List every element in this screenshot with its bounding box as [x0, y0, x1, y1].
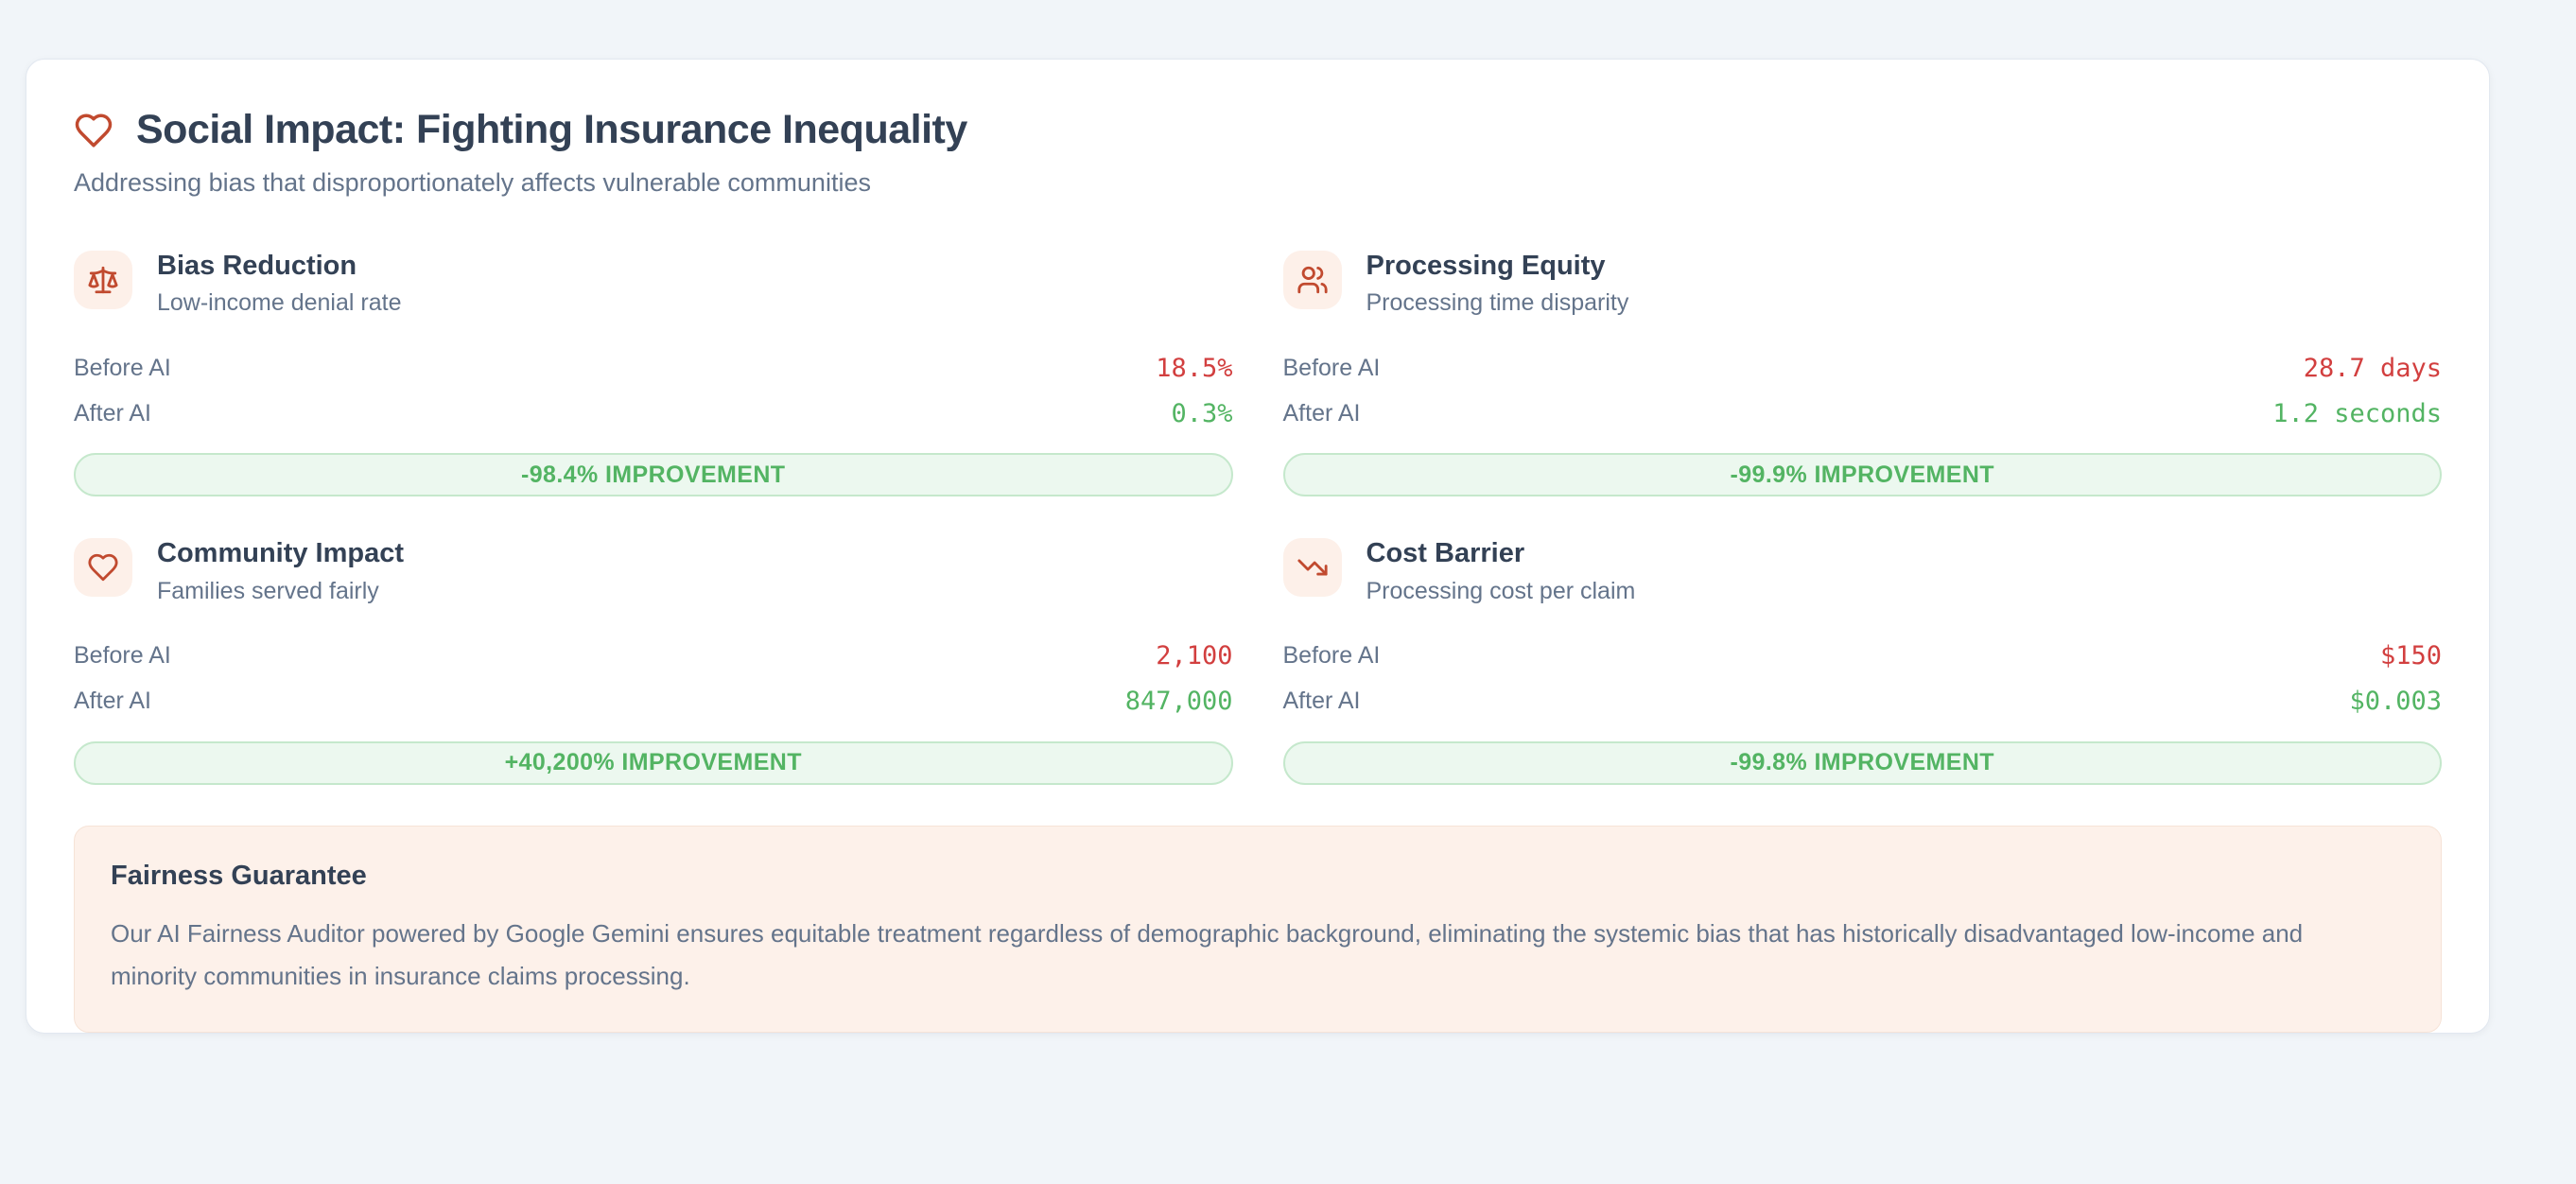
- fairness-title: Fairness Guarantee: [111, 860, 367, 891]
- before-ai-value: 2,100: [1156, 641, 1233, 671]
- improvement-badge: -99.9% IMPROVEMENT: [1282, 453, 2442, 497]
- trending-down-icon: [1282, 538, 1342, 598]
- metrics-grid: Bias Reduction Low-income denial rate Be…: [74, 251, 2442, 785]
- metric-title: Community Impact: [157, 538, 405, 569]
- before-ai-label: Before AI: [74, 354, 171, 381]
- metric-card-processing-equity: Processing Equity Processing time dispar…: [1282, 251, 2443, 497]
- fairness-guarantee-panel: Fairness Guarantee Our AI Fairness Audit…: [74, 825, 2442, 1033]
- after-ai-label: After AI: [74, 399, 151, 427]
- before-ai-row: Before AI 2,100: [74, 634, 1233, 679]
- metric-card-cost-barrier: Cost Barrier Processing cost per claim B…: [1282, 538, 2443, 785]
- before-ai-row: Before AI $150: [1283, 634, 2443, 679]
- after-ai-label: After AI: [1282, 688, 1361, 715]
- users-icon: [1282, 251, 1342, 309]
- improvement-badge: -98.4% IMPROVEMENT: [74, 453, 1233, 497]
- heart-icon: [74, 538, 132, 598]
- improvement-badge: -99.8% IMPROVEMENT: [1282, 740, 2442, 785]
- metric-header: Community Impact Families served fairly: [74, 538, 1233, 604]
- metric-card-bias-reduction: Bias Reduction Low-income denial rate Be…: [74, 251, 1233, 497]
- before-ai-label: Before AI: [74, 642, 171, 670]
- scales-icon: [74, 251, 132, 309]
- metric-subtitle: Processing cost per claim: [1366, 577, 1636, 604]
- after-ai-label: After AI: [1282, 399, 1361, 427]
- metric-header: Bias Reduction Low-income denial rate: [74, 251, 1233, 317]
- metric-subtitle: Processing time disparity: [1366, 289, 1629, 317]
- after-ai-value: 0.3%: [1171, 398, 1233, 428]
- before-ai-row: Before AI 18.5%: [74, 345, 1233, 391]
- before-ai-label: Before AI: [1282, 642, 1381, 670]
- after-ai-row: After AI 1.2 seconds: [1283, 391, 2443, 436]
- heart-icon: [74, 111, 113, 150]
- metric-header: Cost Barrier Processing cost per claim: [1282, 538, 2443, 604]
- after-ai-value: 1.2 seconds: [2272, 398, 2442, 428]
- before-ai-value: 28.7 days: [2303, 353, 2442, 383]
- before-ai-row: Before AI 28.7 days: [1283, 345, 2443, 391]
- metric-title: Bias Reduction: [157, 251, 357, 281]
- metric-subtitle: Low-income denial rate: [157, 289, 402, 317]
- after-ai-value: $0.003: [2349, 687, 2442, 717]
- metric-subtitle: Families served fairly: [157, 577, 379, 604]
- after-ai-row: After AI 847,000: [74, 679, 1233, 724]
- metric-header: Processing Equity Processing time dispar…: [1282, 251, 2443, 317]
- social-impact-card: Social Impact: Fighting Insurance Inequa…: [26, 59, 2490, 1034]
- fairness-body: Our AI Fairness Auditor powered by Googl…: [111, 918, 2304, 990]
- page-subtitle: Addressing bias that disproportionately …: [74, 168, 871, 197]
- before-ai-value: 18.5%: [1156, 353, 1233, 383]
- metric-title: Processing Equity: [1366, 251, 1606, 281]
- after-ai-row: After AI $0.003: [1283, 679, 2443, 724]
- after-ai-value: 847,000: [1124, 687, 1233, 717]
- after-ai-label: After AI: [74, 688, 151, 715]
- metric-title: Cost Barrier: [1366, 538, 1525, 569]
- page-title: Social Impact: Fighting Insurance Inequa…: [136, 107, 967, 152]
- page-header: Social Impact: Fighting Insurance Inequa…: [74, 107, 2442, 153]
- before-ai-label: Before AI: [1282, 354, 1381, 381]
- metric-card-community-impact: Community Impact Families served fairly …: [74, 538, 1233, 785]
- after-ai-row: After AI 0.3%: [74, 391, 1233, 436]
- before-ai-value: $150: [2379, 641, 2442, 671]
- improvement-badge: +40,200% IMPROVEMENT: [74, 740, 1233, 785]
